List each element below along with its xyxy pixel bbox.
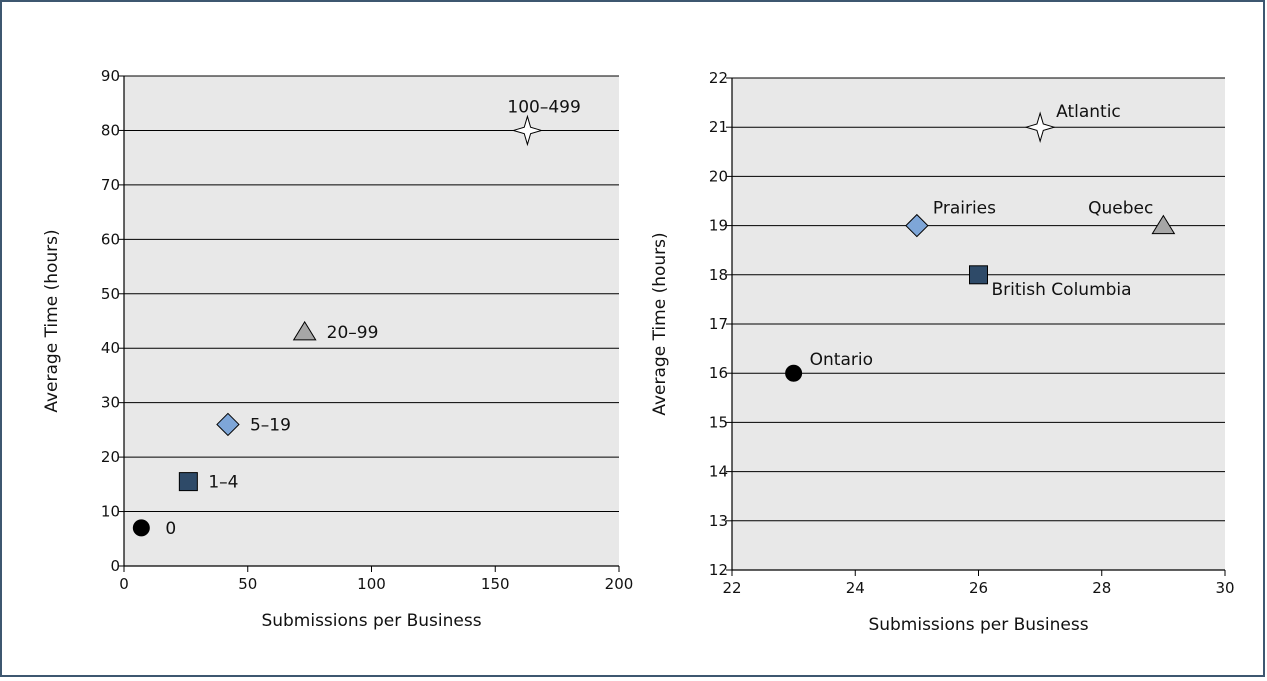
y-tick-label: 20: [709, 167, 728, 185]
chart-right: 12 13 14 15 16 17 18 19 20 21 22 22 24 26 28 30 Submissi…: [650, 69, 1235, 635]
y-tick-label: 20: [101, 448, 120, 466]
data-point-triangle: [1151, 214, 1176, 235]
y-tick-label: 60: [101, 230, 120, 248]
y-tick-label: 10: [101, 503, 120, 521]
y-tick-label: 30: [101, 394, 120, 412]
data-point-triangle: [292, 320, 317, 341]
y-tick-label: 15: [709, 413, 728, 431]
x-tick-label: 24: [846, 579, 865, 597]
chart-left: 0 10 20 30 40 50 60 70 80 90 0 50 100 150 200 Submissio…: [42, 67, 633, 631]
data-point-diamond: [216, 412, 240, 437]
y-tick-label: 12: [709, 561, 728, 579]
x-tick-label: 26: [969, 579, 988, 597]
x-axis-title: Submissions per Business: [261, 611, 481, 631]
y-tick-label: 70: [101, 176, 120, 194]
y-tick-label: 13: [709, 512, 728, 530]
y-tick-label: 19: [709, 217, 728, 235]
data-point-label: Atlantic: [1056, 102, 1121, 122]
x-axis-title: Submissions per Business: [868, 615, 1088, 635]
data-point-square: [969, 265, 988, 285]
y-tick-label: 16: [709, 364, 728, 382]
data-point-diamond: [905, 213, 929, 238]
data-point-label: 100–499: [507, 97, 580, 117]
y-tick-label: 17: [709, 315, 728, 333]
y-tick-label: 0: [110, 557, 120, 575]
x-tick-label: 200: [605, 575, 634, 593]
y-axis-title: Average Time (hours): [650, 232, 670, 415]
plot-area: [124, 76, 619, 566]
data-point-label: 5–19: [250, 415, 291, 435]
data-point-square: [178, 472, 198, 492]
data-point-label: British Columbia: [992, 280, 1132, 300]
data-point-star: [1024, 111, 1056, 143]
y-tick-label: 18: [709, 266, 728, 284]
data-point-label: 0: [165, 519, 176, 539]
y-tick-label: 21: [709, 118, 728, 136]
x-tick-label: 28: [1092, 579, 1111, 597]
y-tick-label: 90: [101, 67, 120, 85]
data-point-circle: [785, 364, 803, 382]
data-point-label: Prairies: [933, 199, 996, 219]
x-tick-label: 150: [481, 575, 510, 593]
x-tick-label: 0: [119, 575, 129, 593]
y-tick-label: 80: [101, 121, 120, 139]
x-tick-label: 50: [238, 575, 257, 593]
data-point-label: 20–99: [327, 323, 379, 343]
y-axis-title: Average Time (hours): [42, 229, 62, 412]
y-tick-label: 40: [101, 339, 120, 357]
data-point-label: 1–4: [208, 473, 238, 493]
y-tick-label: 22: [709, 69, 728, 87]
y-tick-label: 14: [709, 463, 728, 481]
y-tick-label: 50: [101, 285, 120, 303]
data-point-star: [511, 114, 544, 147]
data-point-label: Ontario: [810, 350, 873, 370]
x-tick-label: 30: [1215, 579, 1234, 597]
x-tick-label: 22: [722, 579, 741, 597]
x-tick-label: 100: [357, 575, 386, 593]
data-point-label: Quebec: [1088, 199, 1153, 219]
data-point-circle: [132, 519, 150, 537]
